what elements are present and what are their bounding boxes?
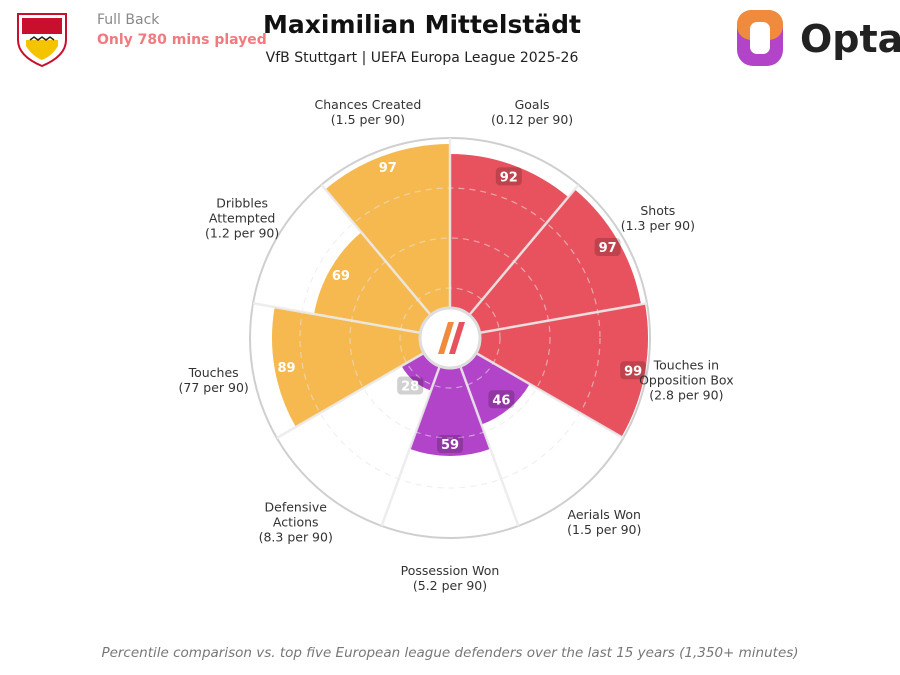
category-label: Chances Created (1.5 per 90) — [303, 97, 433, 127]
slice-divider — [449, 302, 648, 340]
category-name: Touches in Opposition Box — [639, 357, 734, 388]
chart-title: Maximilian Mittelstädt — [263, 10, 581, 39]
center-mark — [438, 322, 454, 354]
value-label: 89 — [277, 361, 295, 376]
category-name: Possession Won — [400, 563, 500, 578]
slice-divider — [448, 337, 520, 527]
per90-value: (0.12 per 90) — [490, 112, 574, 128]
bar — [409, 338, 491, 456]
bar — [314, 232, 450, 338]
category-label: Aerials Won (1.5 per 90) — [544, 507, 664, 537]
per90-value: (1.5 per 90) — [330, 112, 406, 128]
bar — [272, 307, 450, 427]
category-name: Shots — [640, 203, 676, 218]
category-label: Defensive Actions (8.3 per 90) — [251, 499, 341, 544]
slice-divider — [449, 336, 624, 440]
category-label: Goals (0.12 per 90) — [472, 97, 592, 127]
value-label-bg — [620, 361, 647, 380]
chart-subtitle: VfB Stuttgart | UEFA Europa League 2025-… — [266, 50, 579, 66]
slice-divider — [252, 302, 451, 340]
value-label-bg — [495, 167, 522, 186]
value-label: 97 — [379, 161, 397, 176]
value-label: 99 — [624, 364, 642, 379]
value-label-bg — [594, 238, 621, 256]
grid-ring — [349, 237, 551, 439]
category-name: Goals — [514, 97, 550, 113]
minutes-note: Only 780 mins played — [97, 32, 267, 48]
footnote: Percentile comparison vs. top five Europ… — [101, 645, 798, 661]
slice-divider — [276, 336, 451, 440]
slice-divider — [380, 337, 452, 527]
category-name: Defensive Actions — [264, 499, 327, 530]
per90-value: (2.8 per 90) — [649, 387, 724, 403]
per90-value: (1.2 per 90) — [205, 225, 280, 241]
category-name: Chances Created — [314, 97, 422, 113]
position: Full Back — [97, 12, 160, 28]
per90-value: (77 per 90) — [178, 379, 249, 395]
per90-value: (8.3 per 90) — [258, 529, 333, 545]
category-name: Aerials Won — [567, 506, 641, 522]
bar — [450, 154, 569, 338]
value-label-bg — [397, 376, 424, 395]
per90-value: (1.5 per 90) — [567, 521, 642, 537]
value-label: 97 — [599, 241, 617, 256]
category-label: Touches in Opposition Box (2.8 per 90) — [636, 357, 736, 402]
club-badge — [17, 13, 67, 68]
category-label: Possession Won (5.2 per 90) — [385, 563, 515, 593]
value-label-bg — [437, 435, 463, 453]
brand-name: Opta — [800, 17, 900, 61]
slice-divider — [320, 183, 451, 339]
per90-value: (1.3 per 90) — [620, 218, 695, 233]
grid-ring — [349, 237, 551, 439]
category-label: Dribbles Attempted (1.2 per 90) — [197, 196, 287, 241]
center-mark — [449, 322, 465, 354]
opta-logo — [737, 10, 783, 66]
value-label: 59 — [441, 438, 459, 453]
per90-value: (5.2 per 90) — [412, 578, 488, 593]
category-label: Touches (77 per 90) — [154, 365, 274, 395]
category-label: Shots (1.3 per 90) — [598, 203, 718, 233]
value-label: 46 — [492, 393, 510, 408]
plot: 92 97 99 46 59 28 89 69 97 — [249, 137, 651, 539]
value-label-bg — [488, 390, 515, 409]
center-badge — [418, 306, 482, 370]
value-label: 69 — [332, 269, 350, 284]
value-label: 92 — [500, 170, 518, 185]
bar — [450, 189, 642, 338]
category-name: Touches — [188, 364, 239, 380]
bar — [325, 144, 450, 338]
slice-divider — [449, 183, 580, 339]
category-name: Dribbles Attempted — [208, 195, 276, 226]
value-label: 28 — [401, 379, 419, 394]
